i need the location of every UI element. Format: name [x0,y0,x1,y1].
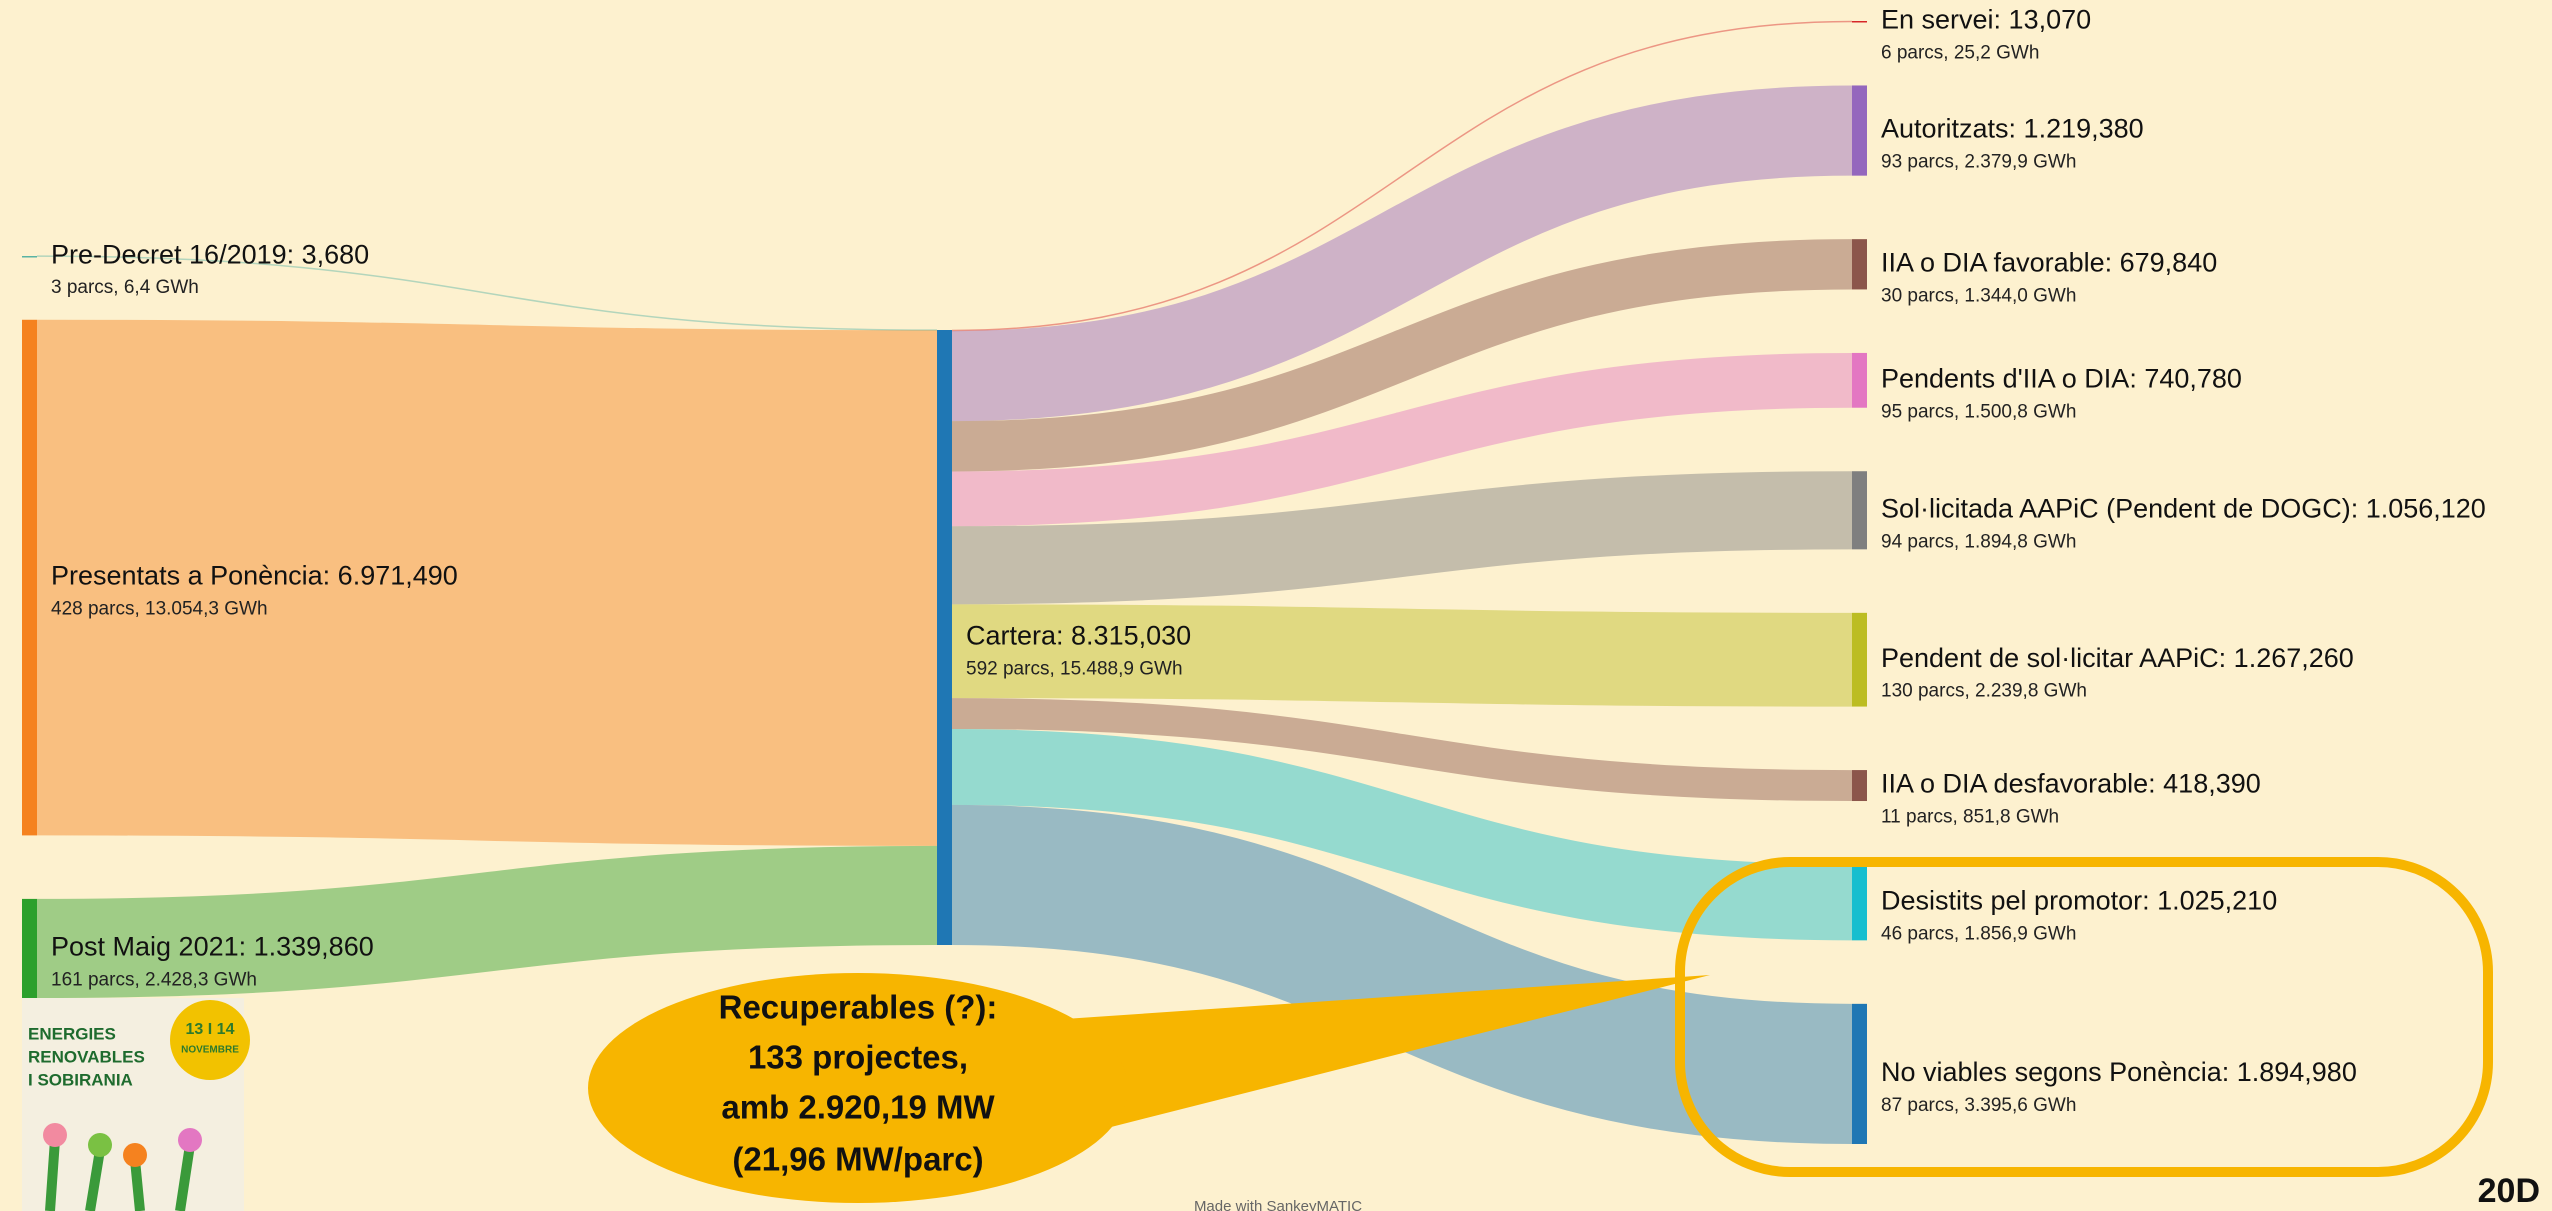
node-detail: 87 parcs, 3.395,6 GWh [1881,1095,2076,1116]
logo: 13 I 14 NOVEMBRE ENERGIES RENOVABLES I S… [22,998,250,1211]
node [1852,865,1867,941]
node-label: Pendent de sol·licitar AAPiC: 1.267,260 [1881,643,2354,673]
node [22,256,37,258]
node [22,320,37,836]
logo-text: I SOBIRANIA [28,1070,133,1089]
node-label: IIA o DIA desfavorable: 418,390 [1881,769,2261,799]
node-detail: 93 parcs, 2.379,9 GWh [1881,152,2076,173]
node-label: Presentats a Ponència: 6.971,490 [51,561,458,591]
node-label: Pendents d'IIA o DIA: 740,780 [1881,363,2242,393]
node [1852,85,1867,175]
node-label: IIA o DIA favorable: 679,840 [1881,247,2217,277]
node-detail: 3 parcs, 6,4 GWh [51,277,199,298]
logo-month: NOVEMBRE [181,1045,239,1056]
node [1852,21,1867,23]
logo-text: ENERGIES [28,1024,116,1043]
node-label: En servei: 13,070 [1881,5,2091,35]
node-detail: 11 parcs, 851,8 GWh [1881,807,2059,828]
node [937,330,952,945]
callout-text: 133 projectes, [748,1039,968,1076]
node-label: Desistits pel promotor: 1.025,210 [1881,886,2277,916]
logo-hand [88,1133,112,1157]
node [1852,471,1867,549]
node-detail: 95 parcs, 1.500,8 GWh [1881,401,2076,422]
node-label: Cartera: 8.315,030 [966,621,1191,651]
node-detail: 30 parcs, 1.344,0 GWh [1881,285,2076,306]
node-label: Sol·licitada AAPiC (Pendent de DOGC): 1.… [1881,493,2486,523]
node [1852,239,1867,289]
logo-date: 13 I 14 [186,1021,235,1038]
page: Pre-Decret 16/2019: 3,680 3 parcs, 6,4 GW… [0,0,2552,1211]
node-label: Autoritzats: 1.219,380 [1881,114,2144,144]
logo-hand [123,1143,147,1167]
logo-sun [170,1000,250,1080]
node-detail: 6 parcs, 25,2 GWh [1881,42,2039,63]
node-label: No viables segons Ponència: 1.894,980 [1881,1057,2357,1087]
node-detail: 94 parcs, 1.894,8 GWh [1881,531,2076,552]
node-label: Pre-Decret 16/2019: 3,680 [51,239,369,269]
node-detail: 161 parcs, 2.428,3 GWh [51,969,257,990]
node [1852,770,1867,801]
node-detail: 428 parcs, 13.054,3 GWh [51,599,268,620]
logo-hand [43,1123,67,1147]
footer: Made with SankeyMATIC [1194,1198,1362,1211]
node [1852,613,1867,707]
node [1852,1004,1867,1144]
node [1852,353,1867,408]
node-detail: 130 parcs, 2.239,8 GWh [1881,681,2087,702]
node-detail: 592 parcs, 15.488,9 GWh [966,659,1183,680]
chart: Pre-Decret 16/2019: 3,680 3 parcs, 6,4 GW… [0,0,2552,1211]
callout-text: (21,96 MW/parc) [732,1141,983,1178]
page-number: 20D [2478,1172,2540,1210]
logo-hand [178,1128,202,1152]
logo-text: RENOVABLES [28,1047,145,1066]
node-detail: 46 parcs, 1.856,9 GWh [1881,923,2076,944]
callout-text: amb 2.920,19 MW [721,1089,995,1126]
node [22,899,37,998]
callout-text: Recuperables (?): [719,989,998,1026]
node-label: Post Maig 2021: 1.339,860 [51,932,374,962]
